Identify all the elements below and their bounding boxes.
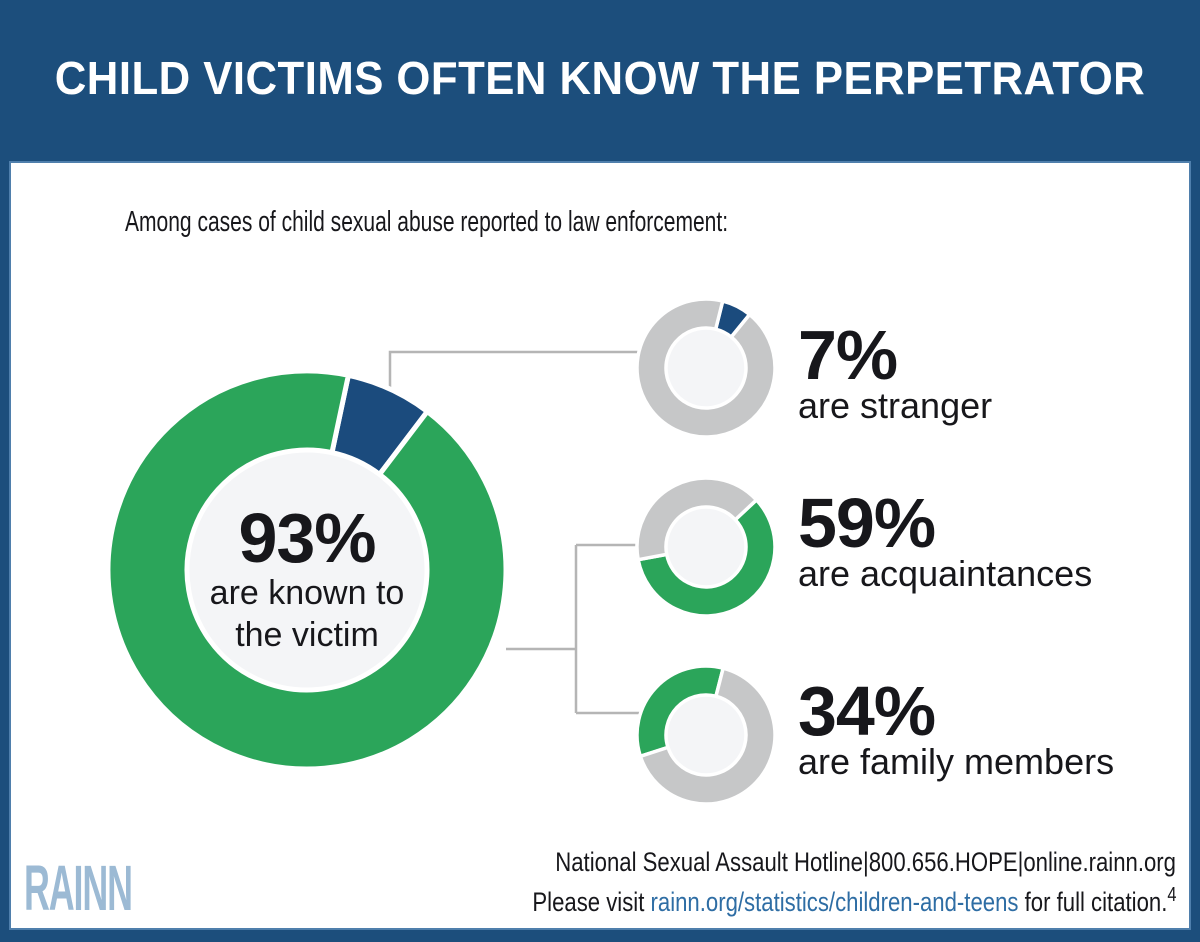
stat-acquaintances-label: are acquaintances xyxy=(798,553,1093,594)
citation-suffix: for full citation. xyxy=(1017,887,1167,917)
page-title: CHILD VICTIMS OFTEN KNOW THE PERPETRATOR xyxy=(54,52,1146,104)
stat-stranger-percentage: 7% xyxy=(798,316,898,394)
stat-family-percentage: 34% xyxy=(798,672,936,750)
stat-family-label: are family members xyxy=(798,741,1115,782)
main-donut-caption-line1: are known to xyxy=(209,574,405,612)
citation-superscript: 4 xyxy=(1166,884,1176,906)
citation-line: Please visit rainn.org/statistics/childr… xyxy=(531,884,1176,918)
hotline-info-line: National Sexual Assault Hotline|800.656.… xyxy=(555,847,1176,877)
stat-acquaintances: 59% are acquaintances xyxy=(798,484,1093,594)
main-donut-percentage: 93% xyxy=(238,499,376,577)
stat-acquaintances-percentage: 59% xyxy=(798,484,936,562)
main-donut-center-label: 93% are known to the victim xyxy=(157,499,457,654)
main-donut-caption-line2: the victim xyxy=(235,616,379,654)
citation-prefix: Please visit xyxy=(531,887,651,917)
stat-family-members: 34% are family members xyxy=(798,672,1115,782)
citation-link[interactable]: rainn.org/statistics/children-and-teens xyxy=(650,887,1018,917)
stat-stranger-label: are stranger xyxy=(798,385,993,426)
rainn-logo: RAINN xyxy=(24,852,133,924)
intro-text: Among cases of child sexual abuse report… xyxy=(125,206,729,238)
stat-stranger: 7% are stranger xyxy=(798,316,993,426)
